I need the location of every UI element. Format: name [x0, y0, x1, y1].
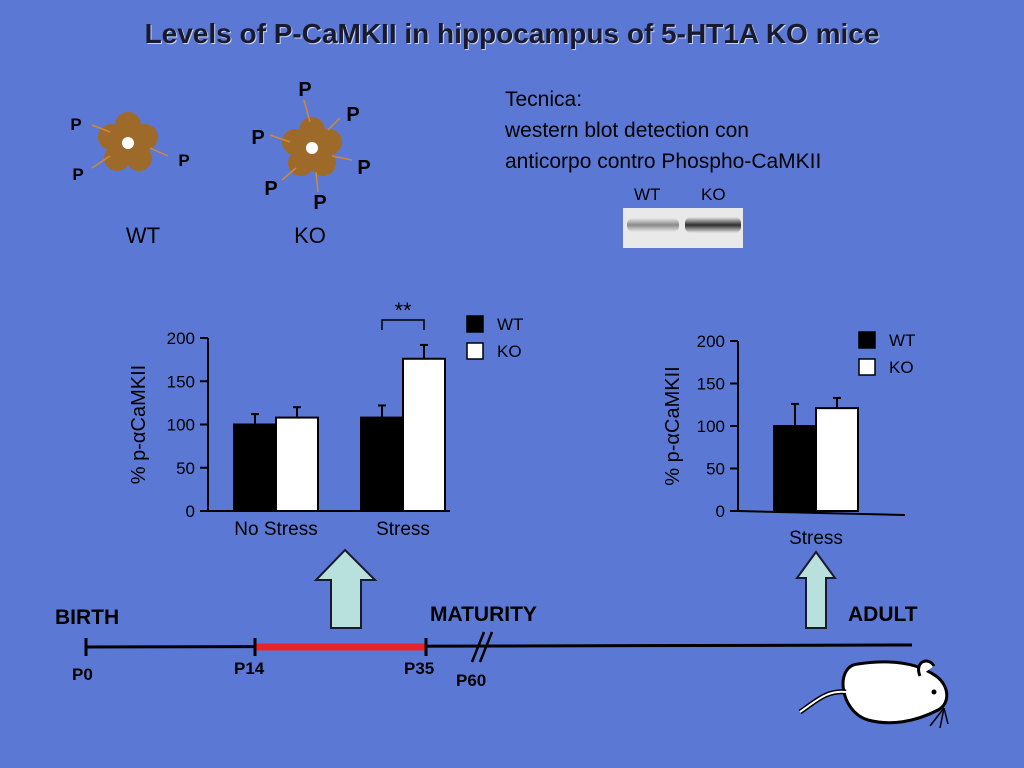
- blot-ko-label: KO: [701, 185, 726, 204]
- page-title: Levels of P-CaMKII in hippocampus of 5-H…: [144, 18, 880, 49]
- enzyme-diagram: P P P WT P P P P P P KO: [70, 79, 370, 248]
- significance-label: **: [394, 298, 412, 323]
- technique-line2: anticorpo contro Phospho-CaMKII: [505, 150, 822, 173]
- ko-enzyme-icon: [269, 99, 353, 193]
- y-tick-label: 150: [167, 372, 195, 391]
- phospho-label: P: [251, 127, 264, 149]
- adult-label: ADULT: [848, 603, 918, 626]
- phospho-label: P: [264, 178, 277, 200]
- y-axis-label: % p-αCaMKII: [662, 366, 684, 485]
- legend-label-ko: KO: [497, 342, 522, 361]
- chart-no-stress-vs-stress: 0 50 100 150 200 % p-αCaMKII No Stress Stress **…: [128, 298, 523, 540]
- legend-label-wt: WT: [889, 331, 915, 350]
- mouse-icon: [798, 659, 949, 729]
- bar-ko: [815, 407, 859, 512]
- y-tick-label: 100: [697, 417, 725, 436]
- phospho-label: P: [178, 151, 189, 170]
- wt-diagram-label: WT: [126, 223, 160, 248]
- x-category-label: Stress: [376, 519, 430, 540]
- chart-adult-stress: 0 50 100 150 200 % p-αCaMKII Stress WT KO: [662, 331, 915, 549]
- technique-line1: western blot detection con: [505, 119, 749, 142]
- p60-label: P60: [456, 671, 486, 690]
- bar-wt: [360, 416, 404, 512]
- break-mark: [478, 631, 494, 663]
- legend-swatch-wt: [466, 315, 484, 333]
- phospho-label: P: [298, 79, 311, 101]
- legend-swatch-ko: [858, 358, 876, 376]
- legend-swatch-ko: [466, 342, 484, 360]
- bar-ko: [275, 416, 319, 512]
- y-tick-label: 0: [716, 502, 725, 521]
- blot-wt-label: WT: [634, 185, 661, 204]
- legend-label-wt: WT: [497, 315, 523, 334]
- y-tick-label: 150: [697, 375, 725, 394]
- timeline: BIRTH MATURITY ADULT P0 P14 P35 P60: [55, 548, 949, 729]
- x-category-label: No Stress: [234, 519, 317, 540]
- y-tick-label: 200: [697, 332, 725, 351]
- y-axis-label: % p-αCaMKII: [128, 365, 150, 484]
- legend-swatch-wt: [858, 331, 876, 349]
- timeline-axis: [85, 643, 913, 649]
- adult-stress-arrow-icon: [795, 550, 837, 629]
- technique-text: Tecnica: western blot detection con anti…: [505, 84, 821, 177]
- phospho-label: P: [346, 104, 359, 126]
- ko-diagram-label: KO: [294, 223, 326, 248]
- maturity-label: MATURITY: [430, 603, 537, 626]
- p0-label: P0: [72, 665, 93, 684]
- western-blot-image: [623, 208, 743, 248]
- legend-label-ko: KO: [889, 358, 914, 377]
- wt-enzyme-icon: [91, 112, 169, 171]
- x-category-label: Stress: [789, 528, 843, 549]
- bar-wt: [233, 423, 277, 512]
- x-axis: [737, 510, 906, 516]
- stress-arrow-icon: [313, 548, 378, 629]
- phospho-label: P: [313, 192, 326, 214]
- y-tick-label: 0: [186, 502, 195, 521]
- p35-label: P35: [404, 659, 434, 678]
- y-tick-label: 50: [706, 460, 725, 479]
- y-tick-label: 50: [176, 459, 195, 478]
- significance-bracket: [381, 319, 425, 330]
- break-mark: [470, 631, 486, 663]
- y-tick-label: 200: [167, 329, 195, 348]
- phospho-label: P: [72, 165, 83, 184]
- technique-heading: Tecnica:: [505, 88, 583, 111]
- bar-ko: [402, 357, 446, 513]
- phospho-label: P: [70, 115, 81, 134]
- birth-label: BIRTH: [55, 606, 119, 629]
- bar-wt: [773, 425, 817, 512]
- phospho-label: P: [357, 157, 370, 179]
- p14-label: P14: [234, 659, 265, 678]
- y-tick-label: 100: [167, 416, 195, 435]
